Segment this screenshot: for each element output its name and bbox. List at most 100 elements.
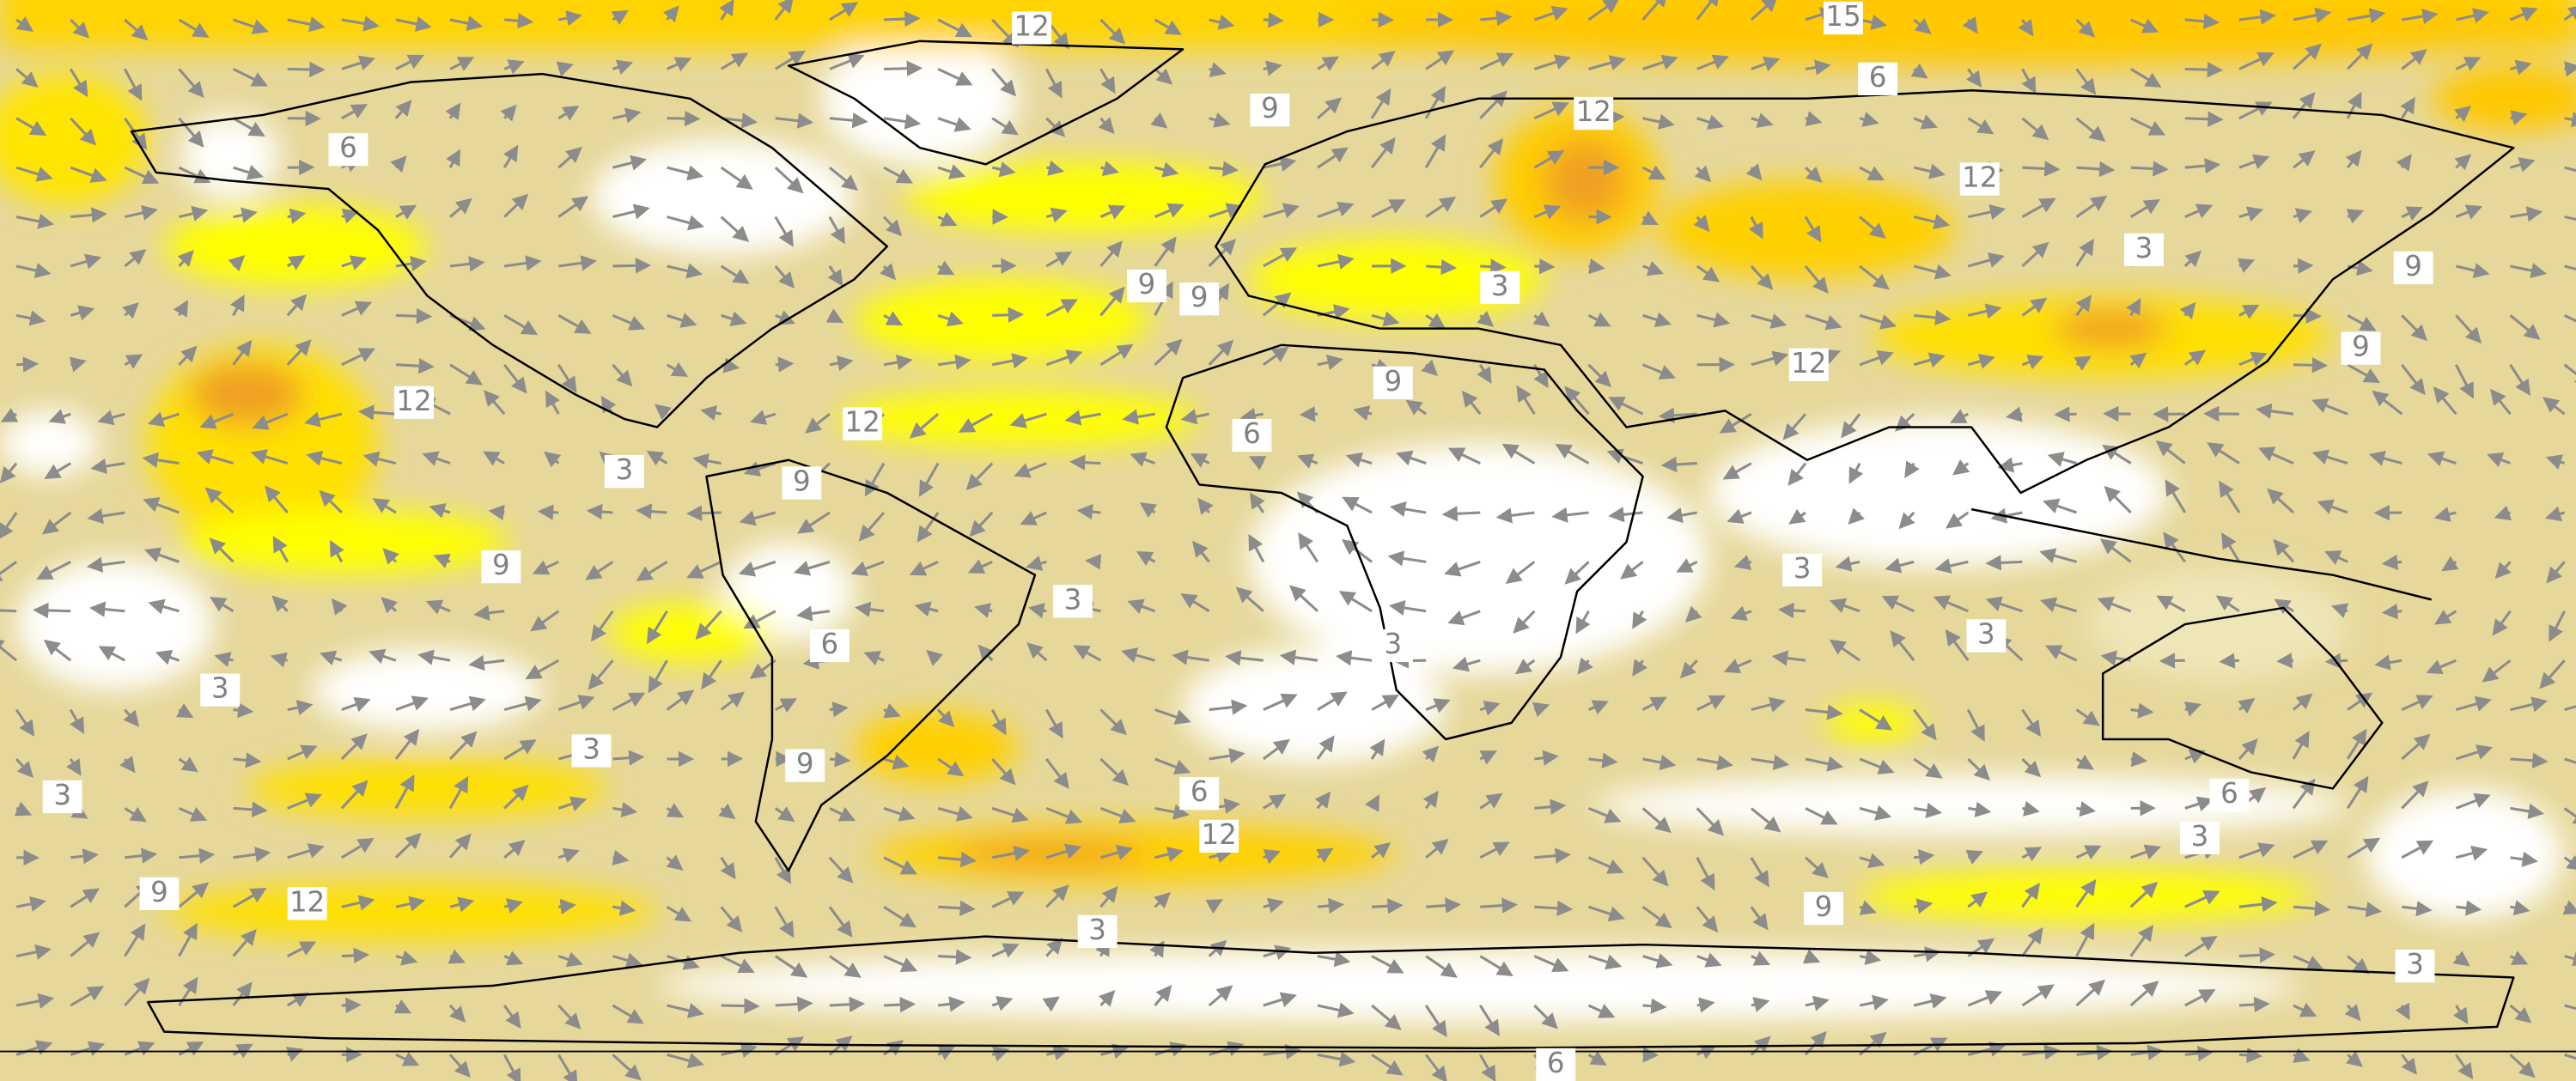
wind-arrow <box>1666 507 1698 524</box>
wind-arrow <box>124 249 147 268</box>
wind-arrow <box>449 695 486 712</box>
wind-arrow <box>1396 450 1427 466</box>
wind-arrow <box>1533 54 1572 70</box>
wind-arrow <box>178 68 204 99</box>
wind-arrow <box>1209 847 1233 864</box>
wind-arrow <box>2005 406 2023 422</box>
wind-arrow <box>2401 780 2429 810</box>
wind-arrow <box>1914 309 1952 326</box>
wind-arrow <box>1587 1050 1607 1066</box>
wind-arrow <box>965 462 994 491</box>
wind-arrow <box>483 390 506 416</box>
wind-arrow <box>1154 161 1179 178</box>
wind-arrow <box>775 112 814 129</box>
wind-arrow <box>395 256 427 272</box>
africa <box>1165 343 1644 741</box>
wind-arrow <box>692 452 722 469</box>
wind-arrow <box>825 308 844 324</box>
wind-arrow <box>1014 462 1047 478</box>
wind-arrow <box>1967 252 2006 268</box>
wind-arrow <box>991 757 1016 786</box>
wind-arrow <box>612 692 646 711</box>
wind-arrow <box>449 15 484 32</box>
wind-arrow <box>969 511 994 537</box>
wind-arrow <box>0 609 17 613</box>
wind-arrow <box>2238 996 2270 1013</box>
wind-arrow <box>557 146 582 169</box>
wind-arrow <box>2022 161 2061 177</box>
wind-arrow <box>1968 801 1992 817</box>
label-box <box>2180 821 2220 854</box>
wind-arrow <box>2293 150 2316 169</box>
wind-arrow <box>233 18 269 34</box>
wind-arrow <box>0 408 19 422</box>
wind-arrow <box>1317 897 1345 914</box>
wind-arrow <box>142 452 180 468</box>
wind-arrow <box>2021 117 2049 141</box>
wind-arrow <box>2456 8 2489 24</box>
wind-arrow <box>1913 993 1947 1009</box>
wind-arrow <box>500 104 517 122</box>
wind-arrow <box>341 947 370 964</box>
wind-arrow <box>720 52 749 70</box>
wind-arrow <box>1751 754 1790 771</box>
wind-arrow <box>2510 263 2548 279</box>
wind-arrow <box>2489 388 2512 416</box>
wind-arrow <box>233 752 262 768</box>
wind-arrow <box>1099 757 1130 786</box>
wind-arrow <box>69 356 87 373</box>
wind-arrow <box>1371 311 1400 327</box>
wind-arrow <box>666 803 685 818</box>
wind-arrow <box>612 1054 642 1081</box>
wind-arrow <box>1317 201 1355 219</box>
wind-arrow <box>612 203 650 220</box>
wind-arrow <box>937 805 973 822</box>
wind-arrow <box>448 1004 466 1023</box>
wind-arrow <box>1608 507 1643 523</box>
wind-arrow <box>667 1053 704 1069</box>
wind-arrow <box>557 796 588 811</box>
wind-arrow <box>341 837 375 859</box>
wind-arrow <box>611 9 629 26</box>
wind-arrow <box>556 61 574 77</box>
wind-arrow <box>232 1043 253 1059</box>
wind-arrow <box>1209 699 1248 715</box>
wind-arrow <box>937 211 958 227</box>
wind-arrow <box>1026 642 1048 662</box>
wind-arrow <box>2075 755 2094 770</box>
wind-arrow <box>232 117 265 137</box>
label-box <box>1199 819 1239 853</box>
wind-arrow <box>1751 313 1787 329</box>
wind-arrow <box>1100 845 1134 860</box>
wind-arrow <box>775 310 795 325</box>
wind-arrow <box>1225 650 1264 666</box>
contour-label: 12 <box>1791 347 1826 380</box>
wind-arrow <box>178 756 198 773</box>
wind-arrow <box>0 561 18 584</box>
wind-arrow <box>2130 751 2148 768</box>
wind-arrow <box>1859 757 1895 774</box>
wind-arrow <box>1289 585 1318 612</box>
wind-arrow <box>341 104 368 120</box>
wind-arrow <box>87 508 125 525</box>
wind-arrow <box>2381 604 2402 620</box>
wind-arrow <box>250 449 289 465</box>
wind-arrow <box>1658 407 1697 423</box>
label-box <box>843 407 883 440</box>
wind-arrow <box>422 451 451 466</box>
wind-arrow <box>1045 708 1063 739</box>
wind-arrow <box>992 258 1017 274</box>
wind-arrow <box>1371 695 1399 711</box>
wind-arrow <box>1353 405 1373 422</box>
contour-label: 3 <box>1491 270 1509 302</box>
wind-arrow <box>938 900 976 916</box>
wind-arrow <box>2455 314 2482 344</box>
wind-arrow <box>2346 775 2369 810</box>
wind-arrow <box>1913 352 1946 368</box>
wind-arrow <box>612 258 652 274</box>
wind-arrow <box>1534 258 1556 275</box>
wind-arrow <box>287 843 325 859</box>
wind-arrow <box>2510 156 2536 173</box>
wind-arrow <box>1913 898 1934 914</box>
